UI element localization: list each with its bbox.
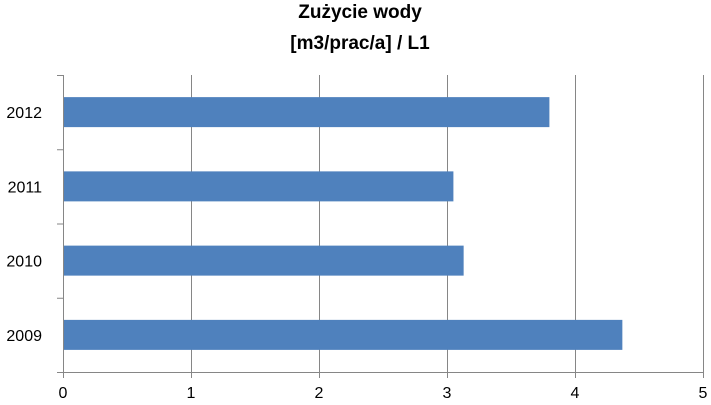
- chart-title-line-1: Zużycie wody: [298, 2, 422, 23]
- bars: [63, 97, 623, 350]
- tick-labels: 2012 2011 2010 2009 0 1 2 3 4 5: [6, 105, 708, 402]
- x-tick-label-0: 0: [59, 385, 68, 400]
- axes: [57, 75, 704, 378]
- y-tick-label-2010: 2010: [6, 254, 42, 271]
- bar-2010: [63, 245, 464, 276]
- x-tick-label-5: 5: [699, 385, 708, 400]
- chart-title-line-2: [m3/prac/a] / L1: [290, 33, 430, 54]
- bar-2009: [63, 319, 623, 350]
- x-tick-label-3: 3: [443, 385, 452, 400]
- x-tick-label-4: 4: [571, 385, 580, 400]
- x-tick-label-2: 2: [315, 385, 324, 400]
- y-tick-label-2009: 2009: [6, 328, 42, 345]
- bar-2012: [63, 97, 550, 128]
- x-tick-label-1: 1: [187, 385, 196, 400]
- bar-2011: [63, 171, 454, 202]
- y-tick-label-2011: 2011: [8, 179, 43, 196]
- y-tick-label-2012: 2012: [6, 105, 42, 122]
